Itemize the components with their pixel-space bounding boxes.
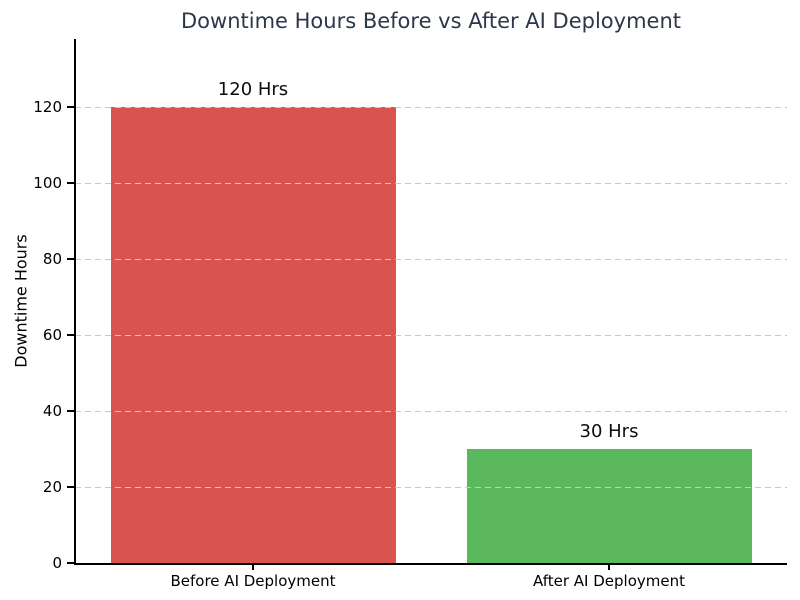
bar-after-ai-deployment — [467, 449, 752, 563]
y-tick-label-80: 80 — [42, 250, 62, 268]
x-tick-label-after-ai-deployment: After AI Deployment — [533, 572, 685, 590]
grid-line-60 — [75, 335, 787, 336]
x-tick-after-ai-deployment — [608, 564, 610, 570]
y-tick-20 — [67, 486, 74, 488]
bar-value-label-before-ai-deployment: 120 Hrs — [217, 79, 289, 100]
y-axis-spine — [74, 39, 76, 565]
grid-line-100 — [75, 183, 787, 184]
y-tick-label-120: 120 — [33, 98, 62, 116]
x-axis-spine — [74, 563, 787, 565]
grid-line-20 — [75, 487, 787, 488]
bar-value-label-after-ai-deployment: 30 Hrs — [579, 421, 639, 442]
y-tick-label-100: 100 — [33, 174, 62, 192]
y-tick-120 — [67, 106, 74, 108]
y-tick-label-60: 60 — [42, 326, 62, 344]
y-tick-0 — [67, 562, 74, 564]
grid-line-120 — [75, 107, 787, 108]
grid-line-80 — [75, 259, 787, 260]
x-tick-label-before-ai-deployment: Before AI Deployment — [170, 572, 336, 590]
y-tick-label-20: 20 — [42, 478, 62, 496]
x-tick-before-ai-deployment — [252, 564, 254, 570]
y-tick-label-40: 40 — [42, 402, 62, 420]
y-tick-100 — [67, 182, 74, 184]
y-tick-80 — [67, 258, 74, 260]
y-tick-label-0: 0 — [52, 554, 62, 572]
chart-title: Downtime Hours Before vs After AI Deploy… — [181, 9, 681, 33]
y-tick-40 — [67, 410, 74, 412]
grid-line-40 — [75, 411, 787, 412]
y-tick-60 — [67, 334, 74, 336]
